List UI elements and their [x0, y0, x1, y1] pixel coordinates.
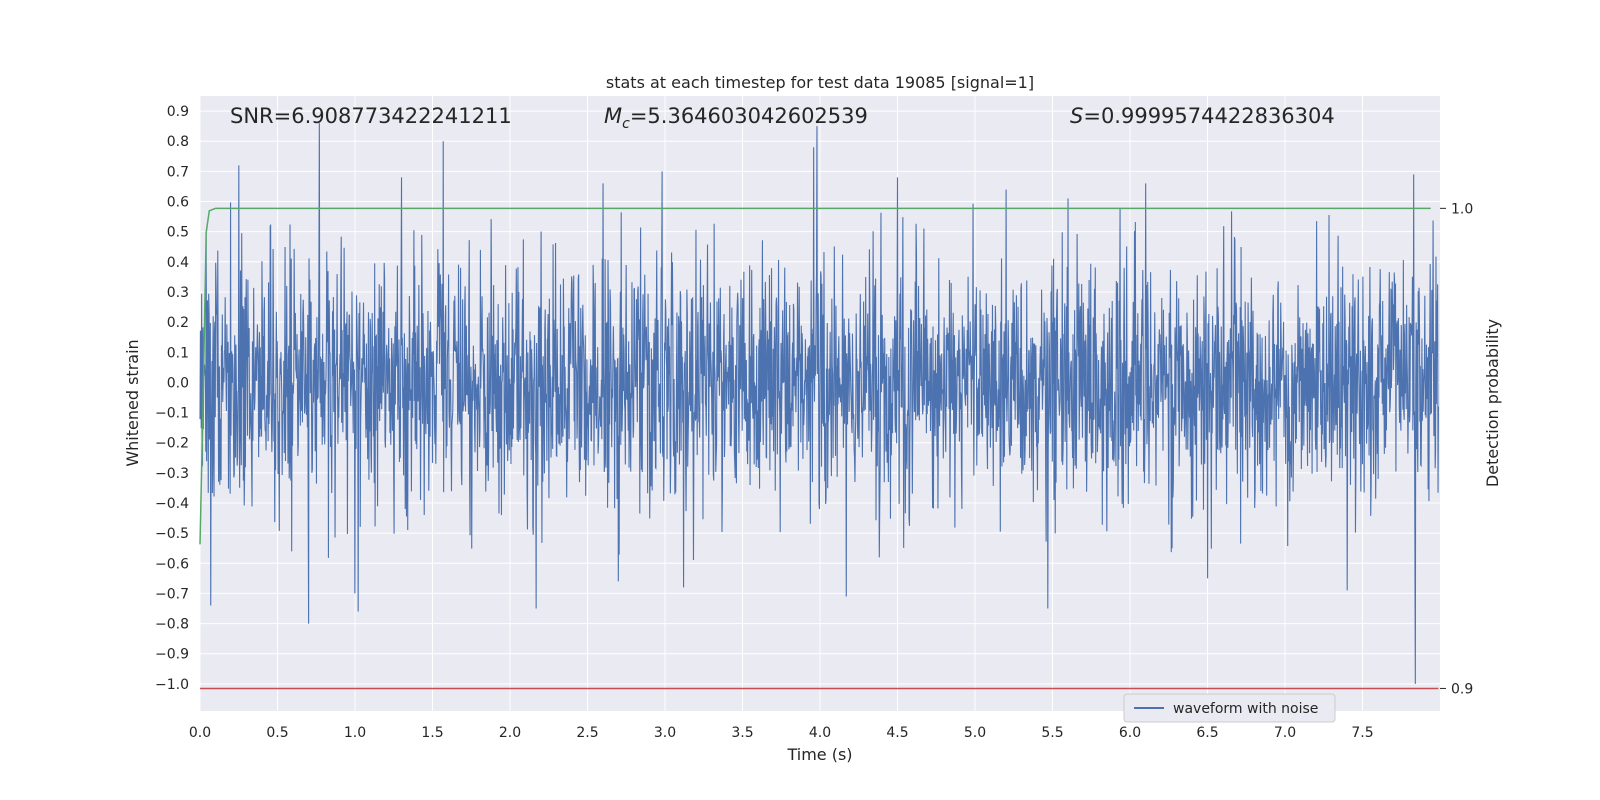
- x-tick-label: 0.5: [266, 725, 288, 741]
- x-tick-label: 5.0: [964, 725, 986, 741]
- y-tick-label: 0.9: [167, 104, 189, 120]
- s-annotation: S=0.9999574422836304: [1070, 104, 1335, 128]
- y-tick-label: 0.3: [167, 285, 189, 301]
- y-tick-label: −0.3: [155, 466, 189, 482]
- y-tick-label: 0.7: [167, 164, 189, 180]
- x-tick-label: 4.5: [886, 725, 908, 741]
- x-tick-label: 7.5: [1351, 725, 1373, 741]
- legend-label: waveform with noise: [1173, 701, 1318, 717]
- y-tick-label: −1.0: [155, 677, 189, 693]
- y-tick-label: 0.4: [167, 255, 189, 271]
- y2-tick-label: 1.0: [1451, 201, 1473, 217]
- s-symbol: S: [1070, 104, 1083, 128]
- series-waveform-with-noise: [199, 123, 1439, 684]
- y-tick-label: −0.2: [155, 436, 189, 452]
- x-tick-label: 4.0: [809, 725, 831, 741]
- x-tick-label: 3.0: [654, 725, 676, 741]
- mc-value: =5.364603042602539: [630, 104, 868, 128]
- x-tick-label: 0.0: [189, 725, 211, 741]
- mc-symbol: M: [604, 104, 622, 128]
- series-detection-probability: [199, 207, 1431, 545]
- x-tick-label: 3.5: [731, 725, 753, 741]
- y2-tick-label: 0.9: [1451, 681, 1473, 697]
- axes: 0.0 0.5 1.0 1.5 2.0 2.5 3.0 3.5 4.0 4.5 5.0 5.5 6.0 6…: [155, 104, 1473, 741]
- y-tick-label: 0.1: [167, 345, 189, 361]
- s-value: =0.9999574422836304: [1083, 104, 1334, 128]
- y-tick-label: −0.8: [155, 617, 189, 633]
- y-tick-label: −0.7: [155, 586, 189, 602]
- x-tick-label: 7.0: [1274, 725, 1296, 741]
- snr-annotation: SNR=6.908773422241211: [230, 104, 512, 128]
- y-axis-label: Whitened strain: [123, 339, 142, 466]
- mc-subscript: c: [622, 116, 630, 132]
- x-tick-label: 2.5: [576, 725, 598, 741]
- y-tick-label: −0.4: [155, 496, 189, 512]
- legend: waveform with noise: [1123, 693, 1336, 723]
- mc-annotation: Mc=5.364603042602539: [604, 104, 868, 132]
- x-tick-label: 6.0: [1119, 725, 1141, 741]
- series-layer: [199, 123, 1439, 690]
- y-tick-label: 0.6: [167, 195, 189, 211]
- y2-axis-label: Detection probability: [1483, 319, 1502, 487]
- legend-box: [1123, 693, 1336, 723]
- chart-title: stats at each timestep for test data 190…: [606, 73, 1034, 92]
- y-tick-label: −0.5: [155, 526, 189, 542]
- y-tick-label: 0.2: [167, 315, 189, 331]
- y-tick-label: 0.5: [167, 225, 189, 241]
- x-tick-label: 5.5: [1041, 725, 1063, 741]
- x-tick-label: 1.5: [421, 725, 443, 741]
- x-tick-label: 1.0: [344, 725, 366, 741]
- x-tick-label: 6.5: [1196, 725, 1218, 741]
- y-tick-label: 0.0: [167, 375, 189, 391]
- x-tick-label: 2.0: [499, 725, 521, 741]
- y-tick-label: −0.1: [155, 406, 189, 422]
- x-axis-label: Time (s): [786, 745, 852, 764]
- y-tick-label: 0.8: [167, 134, 189, 150]
- y-tick-label: −0.9: [155, 647, 189, 663]
- y-tick-label: −0.6: [155, 556, 189, 572]
